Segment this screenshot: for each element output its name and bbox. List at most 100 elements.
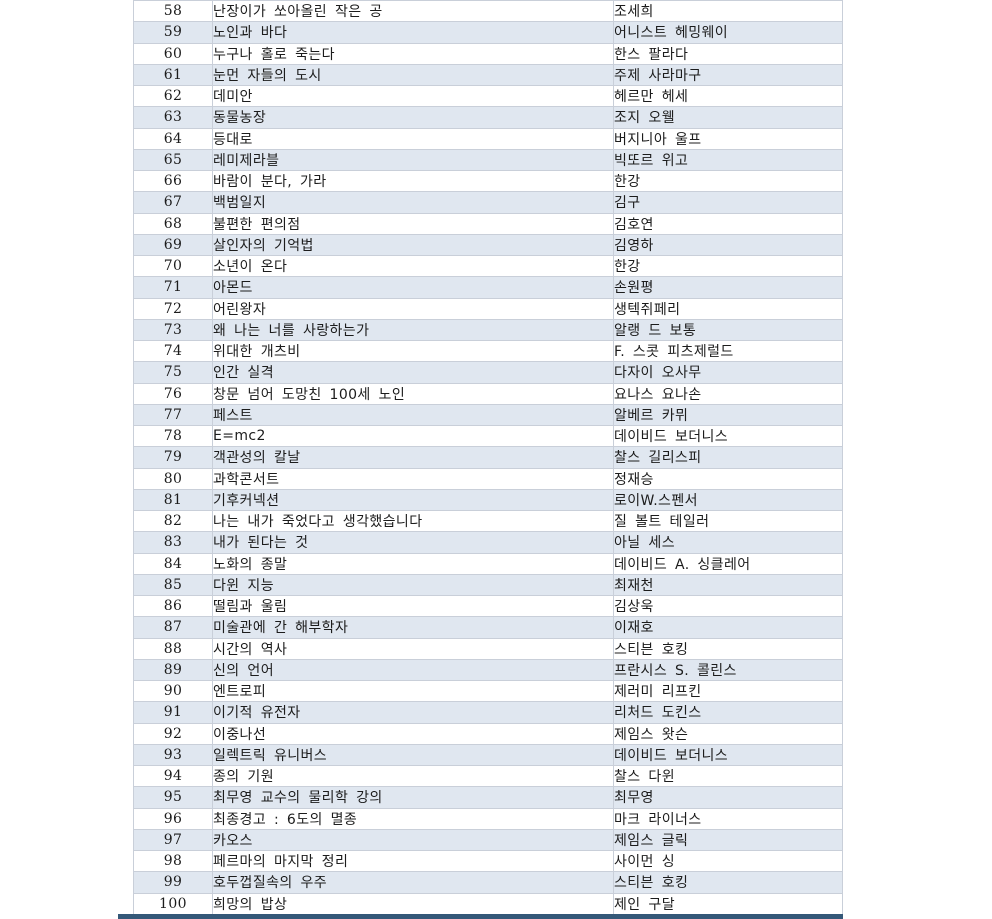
- cell-number: 84: [133, 552, 213, 575]
- table-row: 90 엔트로피 제러미 리프킨: [133, 679, 843, 703]
- table-row: 99 호두껍질속의 우주 스티븐 호킹: [133, 871, 843, 894]
- table-row: 73 왜 나는 너를 사랑하는가 알랭 드 보통: [133, 318, 843, 342]
- table-row: 58 난장이가 쏘아올린 작은 공 조세희: [133, 0, 843, 23]
- cell-book-title: 엔트로피: [212, 679, 614, 703]
- table-row: 98 페르마의 마지막 정리 사이먼 싱: [133, 849, 843, 873]
- table-row: 72 어린왕자 생텍쥐페리: [133, 297, 843, 320]
- cell-author: 프란시스 S. 콜린스: [613, 658, 843, 682]
- table-row: 63 동물농장 조지 오웰: [133, 106, 843, 129]
- table-row: 65 레미제라블 빅또르 위고: [133, 148, 843, 172]
- cell-book-title: 등대로: [212, 127, 614, 150]
- table-row: 71 아몬드 손원평: [133, 276, 843, 299]
- table-row: 60 누구나 홀로 죽는다 한스 팔라다: [133, 42, 843, 65]
- cell-book-title: 신의 언어: [212, 658, 614, 682]
- cell-author: 생텍쥐페리: [613, 297, 843, 320]
- cell-book-title: 떨림과 울림: [212, 594, 614, 618]
- cell-author: 마크 라이너스: [613, 807, 843, 830]
- cell-author: 다자이 오사무: [613, 361, 843, 384]
- cell-author: 최무영: [613, 786, 843, 809]
- cell-number: 88: [133, 637, 213, 660]
- cell-number: 73: [133, 318, 213, 342]
- cell-author: 김호연: [613, 212, 843, 235]
- cell-author: 찰스 길리스피: [613, 446, 843, 469]
- cell-author: 알베르 카뮈: [613, 403, 843, 427]
- cell-number: 74: [133, 339, 213, 363]
- table-row: 97 카오스 제임스 글릭: [133, 828, 843, 852]
- cell-author: 주제 사라마구: [613, 63, 843, 87]
- cell-author: 김구: [613, 191, 843, 214]
- cell-book-title: 바람이 분다, 가라: [212, 169, 614, 193]
- cell-author: F. 스콧 피츠제럴드: [613, 339, 843, 363]
- cell-book-title: 동물농장: [212, 106, 614, 129]
- cell-author: 제임스 글릭: [613, 828, 843, 852]
- cell-author: 최재천: [613, 573, 843, 597]
- table-row: 74 위대한 개츠비 F. 스콧 피츠제럴드: [133, 339, 843, 363]
- cell-number: 61: [133, 63, 213, 87]
- cell-number: 65: [133, 148, 213, 172]
- table-row: 92 이중나선 제임스 왓슨: [133, 722, 843, 745]
- table-row: 67 백범일지 김구: [133, 191, 843, 214]
- cell-author: 질 볼트 테일러: [613, 509, 843, 533]
- table-row: 85 다윈 지능 최재천: [133, 573, 843, 597]
- cell-number: 71: [133, 276, 213, 299]
- cell-number: 96: [133, 807, 213, 830]
- cell-number: 90: [133, 679, 213, 703]
- cell-number: 95: [133, 786, 213, 809]
- cell-number: 70: [133, 254, 213, 278]
- table-row: 82 나는 내가 죽었다고 생각했습니다 질 볼트 테일러: [133, 509, 843, 533]
- cell-number: 66: [133, 169, 213, 193]
- table-bottom-border: [118, 914, 843, 919]
- cell-book-title: 호두껍질속의 우주: [212, 871, 614, 894]
- cell-book-title: 어린왕자: [212, 297, 614, 320]
- table-row: 83 내가 된다는 것 아닐 세스: [133, 531, 843, 554]
- cell-author: 사이먼 싱: [613, 849, 843, 873]
- cell-author: 이재호: [613, 616, 843, 639]
- cell-book-title: 최무영 교수의 물리학 강의: [212, 786, 614, 809]
- cell-number: 76: [133, 382, 213, 405]
- cell-number: 72: [133, 297, 213, 320]
- cell-book-title: 창문 넘어 도망친 100세 노인: [212, 382, 614, 405]
- table-row: 76 창문 넘어 도망친 100세 노인 요나스 요나손: [133, 382, 843, 405]
- cell-book-title: 위대한 개츠비: [212, 339, 614, 363]
- cell-number: 91: [133, 701, 213, 724]
- table-row: 78 E=mc2 데이비드 보더니스: [133, 424, 843, 448]
- cell-number: 98: [133, 849, 213, 873]
- cell-number: 85: [133, 573, 213, 597]
- cell-number: 81: [133, 488, 213, 512]
- cell-book-title: 종의 기원: [212, 764, 614, 788]
- cell-author: 한강: [613, 169, 843, 193]
- table-row: 93 일렉트릭 유니버스 데이비드 보더니스: [133, 743, 843, 767]
- cell-author: 아닐 세스: [613, 531, 843, 554]
- cell-book-title: 이기적 유전자: [212, 701, 614, 724]
- cell-book-title: 소년이 온다: [212, 254, 614, 278]
- cell-number: 59: [133, 21, 213, 44]
- cell-book-title: 이중나선: [212, 722, 614, 745]
- cell-author: 버지니아 울프: [613, 127, 843, 150]
- cell-number: 89: [133, 658, 213, 682]
- table-row: 89 신의 언어 프란시스 S. 콜린스: [133, 658, 843, 682]
- table-row: 100 희망의 밥상 제인 구달: [133, 892, 843, 915]
- cell-book-title: 인간 실격: [212, 361, 614, 384]
- cell-author: 스티븐 호킹: [613, 637, 843, 660]
- cell-book-title: 살인자의 기억법: [212, 233, 614, 257]
- table-row: 61 눈먼 자들의 도시 주제 사라마구: [133, 63, 843, 87]
- table-row: 81 기후커넥션 로이W.스펜서: [133, 488, 843, 512]
- cell-number: 79: [133, 446, 213, 469]
- cell-number: 92: [133, 722, 213, 745]
- cell-book-title: 객관성의 칼날: [212, 446, 614, 469]
- cell-number: 94: [133, 764, 213, 788]
- table-row: 69 살인자의 기억법 김영하: [133, 233, 843, 257]
- cell-number: 83: [133, 531, 213, 554]
- cell-book-title: 미술관에 간 해부학자: [212, 616, 614, 639]
- cell-book-title: 내가 된다는 것: [212, 531, 614, 554]
- cell-author: 데이비드 보더니스: [613, 424, 843, 448]
- cell-author: 조세희: [613, 0, 843, 23]
- cell-book-title: 레미제라블: [212, 148, 614, 172]
- cell-number: 80: [133, 467, 213, 490]
- cell-author: 스티븐 호킹: [613, 871, 843, 894]
- cell-number: 99: [133, 871, 213, 894]
- cell-book-title: 눈먼 자들의 도시: [212, 63, 614, 87]
- cell-author: 한강: [613, 254, 843, 278]
- cell-book-title: 누구나 홀로 죽는다: [212, 42, 614, 65]
